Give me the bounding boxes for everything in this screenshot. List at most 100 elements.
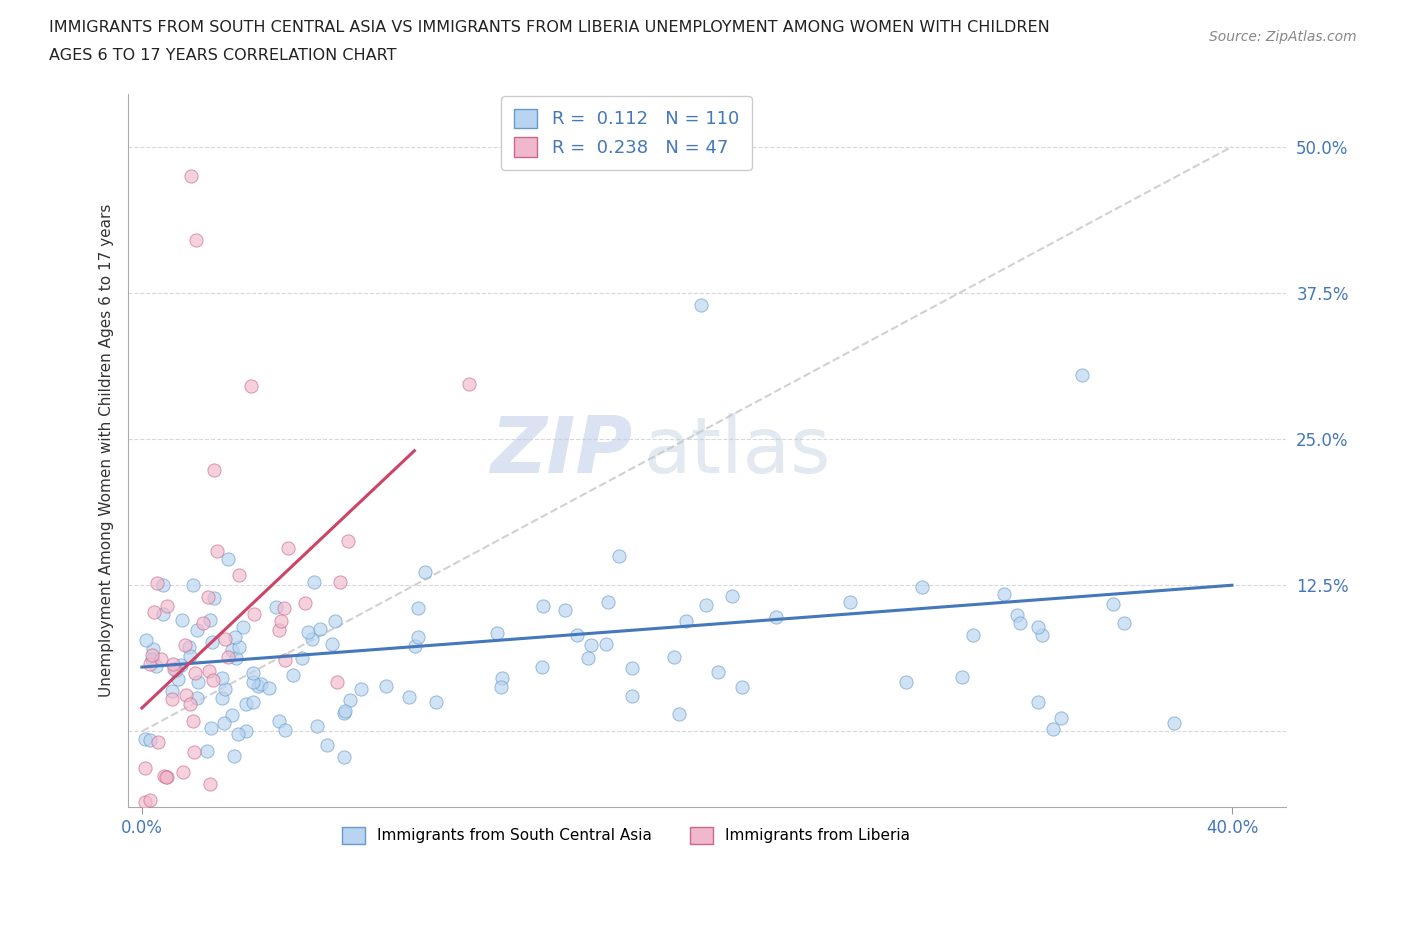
Point [152, 607, 174, 622]
Point [668, 707, 690, 722]
Point [305, 719, 328, 734]
Point [242, 674, 264, 689]
Point [200, 720, 222, 735]
Point [911, 579, 934, 594]
Point [281, 668, 304, 683]
Point [962, 628, 984, 643]
Point [186, 232, 208, 247]
Text: AGES 6 TO 17 YEARS CORRELATION CHART: AGES 6 TO 17 YEARS CORRELATION CHART [49, 48, 396, 63]
Point [221, 708, 243, 723]
Point [191, 616, 214, 631]
Point [1007, 607, 1029, 622]
Point [309, 621, 332, 636]
Point [839, 594, 862, 609]
Point [274, 653, 297, 668]
Point [180, 168, 202, 183]
Point [425, 695, 447, 710]
Point [621, 688, 644, 703]
Point [302, 574, 325, 589]
Point [205, 543, 228, 558]
Point [186, 622, 208, 637]
Point [235, 724, 257, 739]
Point [239, 379, 262, 393]
Point [155, 770, 177, 785]
Point [554, 603, 576, 618]
Point [250, 676, 273, 691]
Point [201, 634, 224, 649]
Point [576, 650, 599, 665]
Point [228, 640, 250, 655]
Point [530, 659, 553, 674]
Point [166, 672, 188, 687]
Point [333, 706, 356, 721]
Point [1163, 715, 1185, 730]
Point [413, 565, 436, 579]
Point [291, 651, 314, 666]
Point [297, 625, 319, 640]
Point [259, 680, 281, 695]
Point [274, 723, 297, 737]
Point [145, 658, 167, 673]
Point [170, 613, 193, 628]
Point [211, 690, 233, 705]
Point [221, 643, 243, 658]
Point [1114, 616, 1136, 631]
Point [139, 732, 162, 747]
Point [595, 637, 617, 652]
Point [607, 549, 630, 564]
Point [581, 638, 603, 653]
Point [242, 695, 264, 710]
Point [181, 578, 204, 592]
Point [179, 648, 201, 663]
Point [170, 658, 193, 672]
Point [198, 777, 221, 791]
Point [266, 599, 288, 614]
Legend: Immigrants from South Central Asia, Immigrants from Liberia: Immigrants from South Central Asia, Immi… [336, 821, 917, 850]
Point [186, 691, 208, 706]
Point [141, 652, 163, 667]
Point [350, 682, 373, 697]
Point [269, 713, 291, 728]
Point [1071, 367, 1094, 382]
Point [294, 595, 316, 610]
Point [598, 594, 620, 609]
Point [1031, 627, 1053, 642]
Point [198, 613, 221, 628]
Point [1050, 711, 1073, 725]
Point [212, 715, 235, 730]
Point [183, 665, 205, 680]
Point [321, 636, 343, 651]
Point [337, 533, 360, 548]
Point [211, 671, 233, 685]
Point [225, 651, 247, 666]
Point [160, 684, 183, 698]
Point [765, 609, 787, 624]
Point [1026, 695, 1049, 710]
Point [181, 713, 204, 728]
Text: Source: ZipAtlas.com: Source: ZipAtlas.com [1209, 30, 1357, 44]
Point [323, 613, 346, 628]
Point [142, 642, 165, 657]
Point [730, 680, 752, 695]
Point [177, 640, 200, 655]
Point [146, 576, 169, 591]
Point [721, 589, 744, 604]
Point [146, 734, 169, 749]
Point [662, 650, 685, 665]
Point [172, 764, 194, 779]
Point [333, 704, 356, 719]
Point [485, 626, 508, 641]
Point [139, 793, 162, 808]
Point [408, 601, 430, 616]
Point [202, 462, 225, 477]
Point [246, 678, 269, 693]
Point [134, 761, 156, 776]
Point [270, 614, 292, 629]
Text: atlas: atlas [644, 413, 831, 489]
Point [267, 622, 290, 637]
Point [458, 377, 481, 392]
Text: ZIP: ZIP [489, 413, 633, 489]
Point [374, 679, 396, 694]
Point [217, 551, 239, 566]
Point [165, 662, 187, 677]
